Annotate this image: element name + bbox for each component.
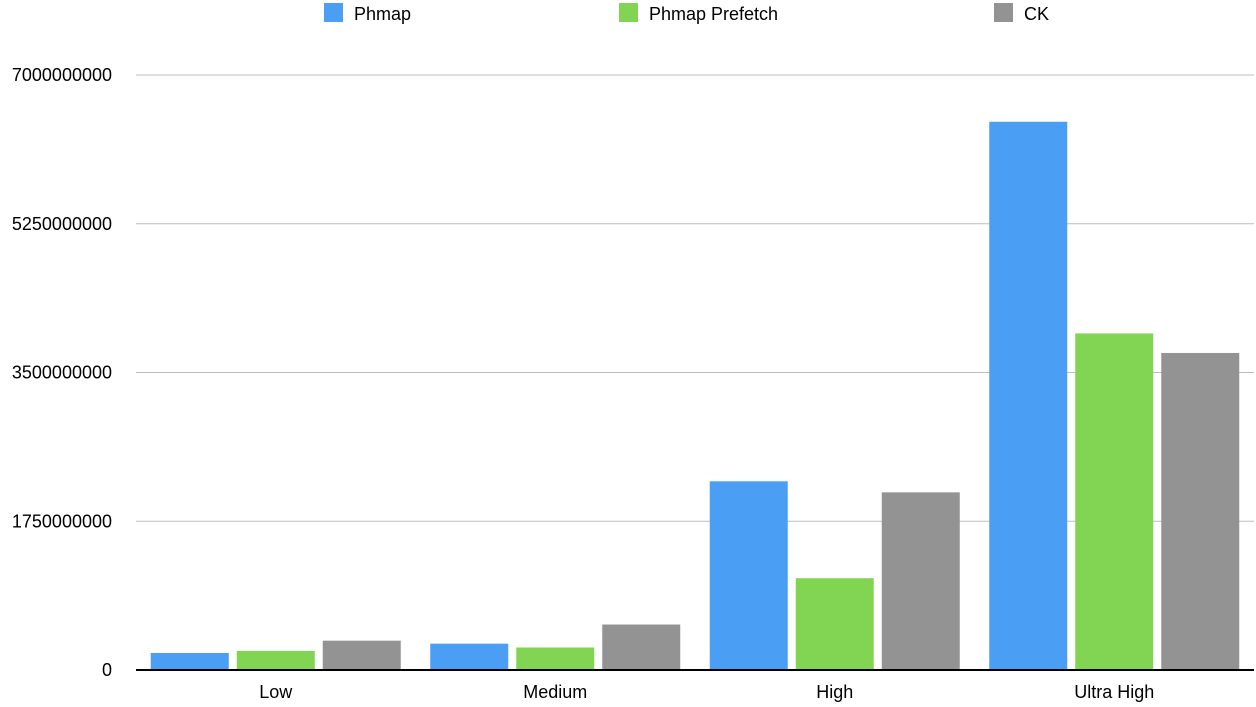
legend-swatch <box>324 3 343 22</box>
y-tick-label: 0 <box>102 660 112 680</box>
bar <box>1075 333 1154 670</box>
bar <box>881 492 960 670</box>
legend-swatch <box>619 3 638 22</box>
bar <box>1161 352 1240 670</box>
bar <box>709 481 788 670</box>
legend-label: Phmap Prefetch <box>649 4 778 24</box>
bar <box>236 650 315 670</box>
y-tick-label: 7000000000 <box>12 65 112 85</box>
bar <box>795 578 874 670</box>
bar <box>150 653 229 670</box>
legend-label: Phmap <box>354 4 411 24</box>
y-tick-label: 3500000000 <box>12 363 112 383</box>
x-tick-label: High <box>816 682 853 702</box>
legend-label: CK <box>1024 4 1049 24</box>
bar <box>602 624 681 670</box>
y-axis-tick-labels: 0 1750000000 3500000000 5250000000 700000000… <box>12 65 112 680</box>
legend-item: CK <box>994 3 1049 24</box>
y-tick-label: 1750000000 <box>12 511 112 531</box>
legend: Phmap Phmap Prefetch CK <box>324 3 1049 24</box>
bar <box>989 121 1068 670</box>
legend-item: Phmap Prefetch <box>619 3 778 24</box>
x-tick-label: Ultra High <box>1074 682 1154 702</box>
bars <box>150 121 1240 670</box>
bar <box>516 647 595 670</box>
x-tick-label: Medium <box>523 682 587 702</box>
bar <box>322 640 401 670</box>
x-axis-tick-labels: Low Medium High Ultra High <box>259 682 1154 702</box>
legend-swatch <box>994 3 1013 22</box>
bar <box>430 643 509 670</box>
y-tick-label: 5250000000 <box>12 214 112 234</box>
gridlines <box>136 74 1254 522</box>
legend-item: Phmap <box>324 3 411 24</box>
x-tick-label: Low <box>259 682 293 702</box>
